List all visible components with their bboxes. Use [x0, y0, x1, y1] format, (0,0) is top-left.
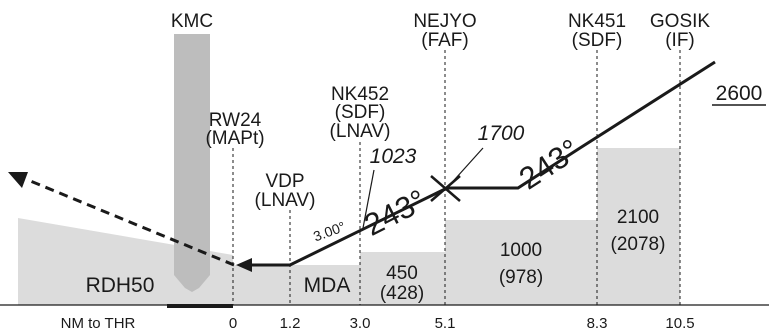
runway-approach-slope-area [18, 218, 233, 305]
nejyo-label: NEJYO [413, 11, 476, 32]
approach-arrowhead [236, 258, 252, 272]
distance-tick-5: 10.5 [665, 315, 694, 332]
sdf-altitude-label: 1023 [370, 145, 417, 168]
segment2-altitude: 1000 [500, 240, 542, 261]
segment2-hat: (978) [499, 267, 543, 288]
gosik-label: GOSIK [650, 11, 711, 32]
step-2100-area [597, 148, 680, 305]
missed-approach-arrowhead [8, 172, 28, 188]
nk452-role2: (LNAV) [330, 121, 391, 142]
mda-label: MDA [304, 274, 351, 297]
mda-segment-area [233, 265, 360, 305]
segment3-hat: (2078) [611, 234, 666, 255]
kmc-label: KMC [171, 11, 213, 32]
distance-tick-2: 3.0 [350, 315, 371, 332]
distance-tick-0: 0 [229, 315, 237, 332]
vdp-role: (LNAV) [255, 190, 316, 211]
faf-cross-symbol [430, 175, 461, 202]
vdp-label: VDP [265, 171, 304, 192]
faf-altitude-leader [446, 147, 484, 189]
distance-tick-3: 5.1 [435, 315, 456, 332]
rdh-label: RDH50 [86, 274, 155, 297]
rw24-label: RW24 [209, 110, 262, 131]
nk451-role: (SDF) [572, 30, 623, 51]
step-450-area [360, 252, 445, 305]
minimum-altitude-areas [18, 148, 680, 305]
if-altitude-label: 2600 [716, 82, 763, 105]
step-1000-area [445, 220, 597, 305]
faf-altitude-label: 1700 [478, 122, 525, 145]
missed-approach-line [27, 178, 235, 267]
distance-axis-label: NM to THR [61, 315, 136, 332]
nk451-label: NK451 [568, 11, 626, 32]
approach-path-line [250, 60, 716, 267]
segment1-altitude: 450 [386, 263, 418, 284]
nk452-role: (SDF) [335, 102, 386, 123]
distance-tick-1: 1.2 [280, 315, 301, 332]
fix-lines [232, 50, 681, 305]
gosik-role: (IF) [665, 30, 695, 51]
rw24-role: (MAPt) [205, 128, 264, 149]
segment1-hat: (428) [380, 283, 424, 304]
nejyo-role: (FAF) [421, 30, 469, 51]
sdf-altitude-leader [362, 169, 375, 229]
segment3-altitude: 2100 [617, 207, 659, 228]
distance-tick-4: 8.3 [587, 315, 608, 332]
nk452-label: NK452 [331, 84, 389, 105]
kmc-obstacle-tower [174, 34, 210, 292]
